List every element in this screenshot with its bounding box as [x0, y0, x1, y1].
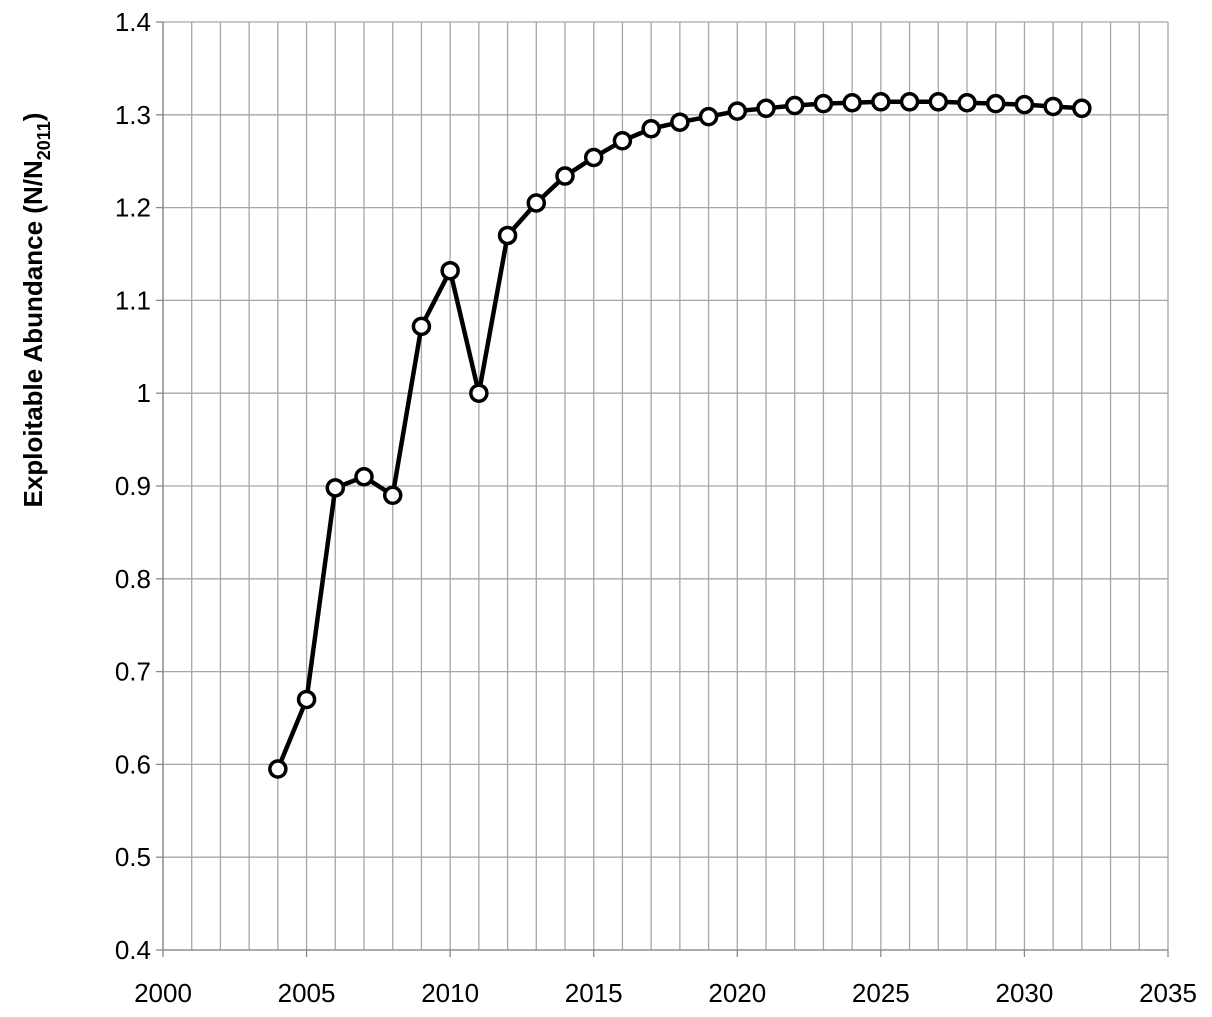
point-marker: [899, 92, 920, 112]
y-label-main: Exploitable Abundance (N/N: [18, 160, 48, 507]
point-marker: [296, 689, 317, 710]
y-tick-label: 1.2: [115, 193, 151, 223]
point-marker: [928, 92, 949, 112]
point-marker: [411, 316, 432, 337]
point-marker: [813, 93, 834, 114]
y-tick-label: 1.1: [115, 285, 151, 315]
x-tick-label: 2000: [134, 978, 192, 1008]
point-marker: [985, 93, 1006, 114]
x-tick-label: 2035: [1139, 978, 1197, 1008]
point-marker: [583, 147, 604, 168]
point-marker: [1043, 96, 1063, 117]
x-tick-label: 2005: [278, 978, 336, 1008]
x-tick-label: 2030: [996, 978, 1054, 1008]
point-marker: [756, 98, 776, 119]
point-marker: [555, 166, 575, 186]
point-marker: [1014, 94, 1035, 115]
y-tick-label: 1: [137, 378, 151, 408]
y-label-sub: 2011: [34, 121, 54, 160]
y-tick-label: 0.8: [115, 564, 151, 594]
point-marker: [670, 112, 690, 132]
x-tick-label: 2025: [852, 978, 910, 1008]
point-marker: [497, 225, 518, 246]
point-marker: [871, 92, 891, 112]
point-marker: [612, 131, 633, 151]
point-marker: [325, 478, 346, 498]
x-tick-label: 2010: [421, 978, 479, 1008]
y-tick-label: 1.4: [115, 7, 151, 37]
y-tick-label: 1.3: [115, 100, 151, 130]
point-marker: [842, 92, 862, 113]
point-marker: [440, 260, 460, 281]
x-tick-label: 2015: [565, 978, 623, 1008]
y-tick-label: 0.7: [115, 657, 151, 687]
y-tick-label: 0.5: [115, 842, 151, 872]
point-marker: [957, 92, 977, 113]
point-marker: [469, 383, 489, 403]
y-tick-label: 0.6: [115, 749, 151, 779]
point-marker: [526, 193, 547, 213]
point-marker: [354, 466, 374, 487]
point-marker: [268, 759, 288, 779]
point-marker: [698, 106, 719, 127]
y-label-end: ): [18, 113, 48, 122]
point-marker: [382, 485, 403, 506]
x-tick-label: 2020: [708, 978, 766, 1008]
point-marker: [727, 101, 748, 121]
y-axis-label: Exploitable Abundance (N/N2011): [18, 113, 54, 508]
point-marker: [1072, 98, 1092, 119]
point-marker: [641, 118, 661, 139]
y-tick-label: 0.4: [115, 935, 151, 965]
y-tick-label: 0.9: [115, 471, 151, 501]
point-marker: [784, 95, 805, 116]
